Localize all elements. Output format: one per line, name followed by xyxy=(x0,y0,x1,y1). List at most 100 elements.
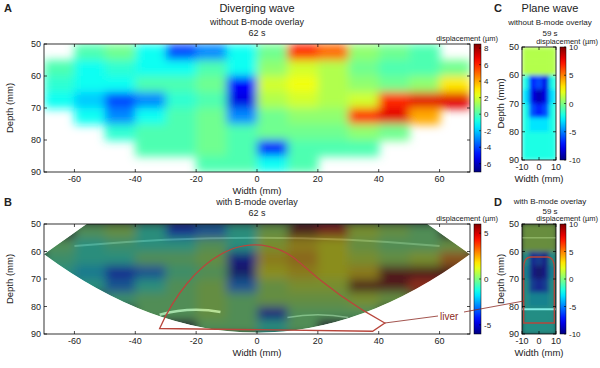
x-axis-label: Width (mm) xyxy=(232,347,281,358)
cell xyxy=(196,238,227,252)
x-tick xyxy=(378,169,379,172)
cell xyxy=(529,89,536,104)
cell xyxy=(348,279,379,293)
x-tick xyxy=(378,331,379,334)
cell xyxy=(348,265,379,279)
y-tick xyxy=(467,306,470,307)
y-tick-label: 70 xyxy=(31,274,41,284)
cell xyxy=(542,293,549,307)
x-tick xyxy=(439,44,440,47)
x-tick xyxy=(74,169,75,172)
cell xyxy=(287,238,318,252)
colorbar-tick-label: -5 xyxy=(569,303,577,312)
cell xyxy=(440,265,471,279)
cell xyxy=(318,293,349,307)
y-axis-label: Depth (mm) xyxy=(495,254,506,304)
colorbar xyxy=(560,47,566,160)
colorbar-tick-label: -2 xyxy=(484,127,492,136)
panel-a: -60-40-2002040605060708090Width (mm)Dept… xyxy=(4,2,498,196)
cell xyxy=(348,76,379,93)
cell xyxy=(44,76,75,93)
cell xyxy=(348,238,379,252)
x-tick-label: 20 xyxy=(313,336,323,346)
y-tick xyxy=(553,334,556,335)
x-tick-label: 10 xyxy=(551,162,561,172)
b-mode-field xyxy=(522,224,556,334)
cell xyxy=(529,265,536,279)
y-tick xyxy=(44,251,47,252)
cell xyxy=(166,224,197,238)
cell xyxy=(196,44,227,61)
cell xyxy=(379,279,410,293)
cell xyxy=(549,75,556,90)
cell xyxy=(348,92,379,109)
cell xyxy=(105,76,136,93)
y-tick xyxy=(553,251,556,252)
cell xyxy=(287,265,318,279)
colorbar-tick xyxy=(564,160,566,161)
x-tick-label: -60 xyxy=(68,174,81,184)
cell xyxy=(549,89,556,104)
colorbar-label: displacement (µm) xyxy=(436,214,498,223)
cell xyxy=(522,47,529,62)
cell xyxy=(379,293,410,307)
x-tick xyxy=(317,224,318,227)
cell xyxy=(379,265,410,279)
y-tick-label: 80 xyxy=(31,302,41,312)
cell xyxy=(542,265,549,279)
y-axis-label: Depth (mm) xyxy=(495,78,506,128)
cell xyxy=(536,293,543,307)
colorbar xyxy=(474,44,481,172)
cell xyxy=(542,238,549,252)
b-mode-image xyxy=(44,224,470,333)
cell xyxy=(542,61,549,76)
y-tick xyxy=(522,47,525,48)
cell xyxy=(542,320,549,334)
cell xyxy=(542,132,549,147)
colorbar-tick xyxy=(479,114,481,115)
cell xyxy=(409,252,440,266)
cell xyxy=(196,76,227,93)
subtitle: without B-mode overlay xyxy=(507,18,592,27)
colorbar-tick-label: 5 xyxy=(569,248,574,257)
y-tick xyxy=(467,279,470,280)
cell xyxy=(74,224,105,238)
x-tick xyxy=(522,47,523,50)
y-tick xyxy=(467,172,470,173)
colorbar-tick xyxy=(564,131,566,132)
cell xyxy=(287,124,318,141)
colorbar-tick-label: 0 xyxy=(484,275,489,284)
x-tick xyxy=(135,169,136,172)
y-tick xyxy=(44,306,47,307)
cell xyxy=(166,252,197,266)
cell xyxy=(536,252,543,266)
cell xyxy=(227,140,258,157)
cell xyxy=(549,279,556,293)
cell xyxy=(529,118,536,133)
cell xyxy=(522,224,529,238)
y-axis-label: Depth (mm) xyxy=(4,83,15,133)
cell xyxy=(287,252,318,266)
y-tick xyxy=(553,131,556,132)
x-tick-label: 20 xyxy=(313,174,323,184)
cell xyxy=(542,47,549,62)
cell xyxy=(105,92,136,109)
cell xyxy=(542,224,549,238)
colorbar-tick xyxy=(564,103,566,104)
cell xyxy=(529,61,536,76)
x-tick xyxy=(135,44,136,47)
x-tick xyxy=(257,44,258,47)
cell xyxy=(522,104,529,119)
cell xyxy=(348,293,379,307)
x-tick xyxy=(378,44,379,47)
cell xyxy=(549,61,556,76)
cell xyxy=(529,47,536,62)
cell xyxy=(379,92,410,109)
cell xyxy=(257,279,288,293)
colorbar-tick-label: -5 xyxy=(569,128,577,137)
cell xyxy=(287,44,318,61)
y-tick xyxy=(553,75,556,76)
x-tick xyxy=(135,331,136,334)
cell xyxy=(549,265,556,279)
x-tick-label: -60 xyxy=(68,336,81,346)
